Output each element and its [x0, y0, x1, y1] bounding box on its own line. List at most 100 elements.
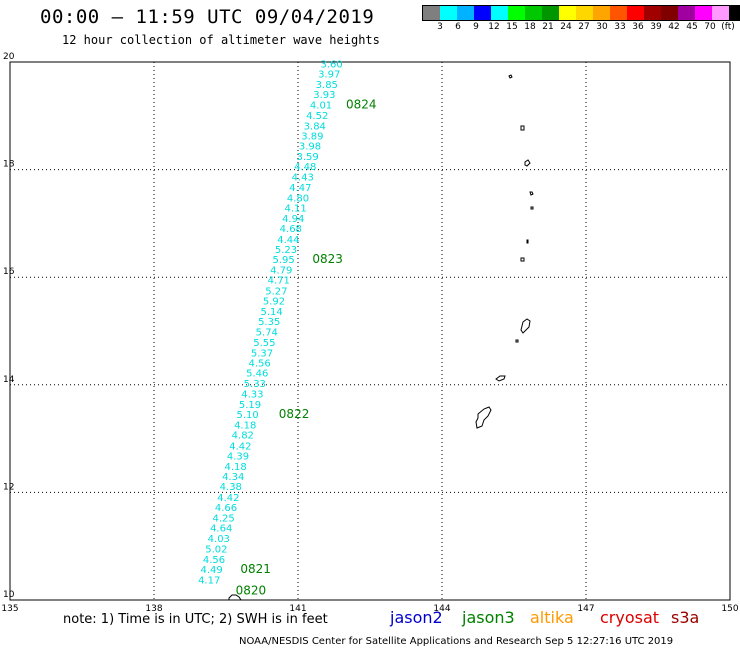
island-outline — [529, 191, 534, 196]
wave-height-value: 5.19 — [239, 400, 261, 411]
legend-jason2: jason2 — [390, 608, 443, 627]
wave-height-value: 4.42 — [217, 493, 239, 504]
pass-time-label: 0822 — [279, 407, 310, 421]
color-swatch — [729, 6, 740, 20]
color-swatch — [644, 6, 661, 20]
wave-height-value: 5.23 — [275, 245, 297, 256]
color-swatch — [423, 6, 440, 20]
legend-s3a: s3a — [671, 608, 700, 627]
wave-height-value: 4.68 — [280, 224, 302, 235]
wave-height-value: 3.89 — [301, 131, 323, 142]
chart-title: 00:00 – 11:59 UTC 09/04/2019 — [40, 6, 375, 28]
wave-height-value: 4.82 — [232, 431, 254, 442]
color-swatch — [474, 6, 491, 20]
wave-height-value: 4.79 — [270, 265, 292, 276]
wave-height-value: 5.46 — [246, 369, 268, 380]
map-frame — [9, 61, 731, 601]
island-outline — [520, 318, 531, 334]
color-scale-tick: 30 — [596, 22, 608, 32]
wave-height-value: 4.43 — [292, 172, 314, 183]
wave-height-value: 4.39 — [227, 452, 249, 463]
wave-height-value: 5.02 — [205, 545, 227, 556]
wave-height-value: 4.80 — [287, 193, 309, 204]
lat-tick-label: 20 — [3, 52, 15, 62]
island-outline — [520, 125, 525, 131]
color-scale-tick: 15 — [506, 22, 518, 32]
wave-height-value: 4.18 — [224, 462, 246, 473]
color-scale-tick: 3 — [437, 22, 443, 32]
wave-height-value: 3.93 — [313, 90, 335, 101]
color-scale-tick: 24 — [560, 22, 572, 32]
lat-tick-label: 12 — [3, 482, 14, 492]
legend-jason3: jason3 — [462, 608, 515, 627]
wave-height-value: 4.11 — [284, 204, 306, 215]
lat-tick-label: 14 — [3, 375, 15, 385]
legend-cryosat: cryosat — [600, 608, 660, 627]
island-outline — [228, 594, 242, 601]
wave-height-value: 4.47 — [289, 183, 311, 194]
wave-height-value: 4.42 — [229, 441, 251, 452]
wave-height-value: 3.60 — [320, 59, 342, 70]
wave-height-value: 3.85 — [316, 80, 338, 91]
wave-height-value: 4.71 — [268, 276, 290, 287]
color-swatch — [491, 6, 508, 20]
wave-height-value: 5.27 — [265, 286, 287, 297]
color-scale-tick: 70 — [704, 22, 716, 32]
color-scale-swatches — [422, 5, 740, 21]
lon-tick-label: 150 — [721, 604, 738, 614]
island-outline — [524, 159, 531, 167]
wave-height-value: 4.66 — [215, 503, 237, 514]
color-scale-tick: 36 — [632, 22, 644, 32]
color-swatch — [576, 6, 593, 20]
wave-height-value: 3.98 — [299, 142, 321, 153]
color-swatch — [525, 6, 542, 20]
footer-note: note: 1) Time is in UTC; 2) SWH is in fe… — [63, 612, 328, 627]
color-swatch — [593, 6, 610, 20]
wave-height-value: 3.84 — [304, 121, 326, 132]
wave-height-value: 4.18 — [234, 420, 256, 431]
wave-height-value: 4.49 — [200, 565, 222, 576]
color-scale-tick: 12 — [488, 22, 500, 32]
color-swatch — [508, 6, 525, 20]
island-outline — [515, 339, 519, 343]
wave-height-value: 5.37 — [251, 348, 273, 359]
color-scale-tick: 39 — [650, 22, 662, 32]
island-outline — [520, 257, 525, 262]
color-swatch — [627, 6, 644, 20]
wave-height-value: 4.64 — [210, 524, 232, 535]
lon-tick-label: 141 — [289, 604, 306, 614]
wave-height-value: 4.34 — [222, 472, 244, 483]
color-scale-ticks: 3 6 9 12 15 18 21 24 27 30 33 36 39 42 45 70 (ft) — [422, 21, 740, 33]
color-scale-tick: 18 — [524, 22, 536, 32]
wave-height-value: 5.14 — [260, 307, 282, 318]
lon-tick-label: 138 — [145, 604, 162, 614]
lat-tick-label: 10 — [3, 590, 15, 600]
wave-height-value: 4.56 — [248, 359, 270, 370]
color-scale-tick: 45 — [686, 22, 698, 32]
wave-height-value: 4.44 — [277, 235, 299, 246]
wave-height-value: 4.48 — [294, 162, 316, 173]
wave-height-value: 4.38 — [220, 482, 242, 493]
color-swatch — [610, 6, 627, 20]
pass-time-label: 0820 — [236, 584, 267, 598]
wave-height-value: 4.56 — [203, 555, 225, 566]
chart-subtitle: 12 hour collection of altimeter wave hei… — [62, 33, 380, 47]
lon-tick-label: 147 — [577, 604, 594, 614]
island-outline — [495, 375, 506, 382]
color-scale-tick: 9 — [473, 22, 479, 32]
color-scale-tick: 33 — [614, 22, 626, 32]
wave-height-value: 4.03 — [208, 534, 230, 545]
wave-height-value: 3.97 — [318, 70, 340, 81]
color-scale-tick: (ft) — [721, 22, 735, 32]
wave-height-value: 3.59 — [296, 152, 318, 163]
island-outline — [530, 206, 534, 210]
color-swatch — [712, 6, 729, 20]
color-scale-tick: 21 — [542, 22, 554, 32]
color-swatch — [559, 6, 576, 20]
pass-time-label: 0821 — [240, 562, 271, 576]
wave-height-value: 5.10 — [236, 410, 258, 421]
island-outline — [475, 406, 492, 429]
lat-tick-label: 18 — [3, 160, 15, 170]
wave-height-value: 5.95 — [272, 255, 294, 266]
